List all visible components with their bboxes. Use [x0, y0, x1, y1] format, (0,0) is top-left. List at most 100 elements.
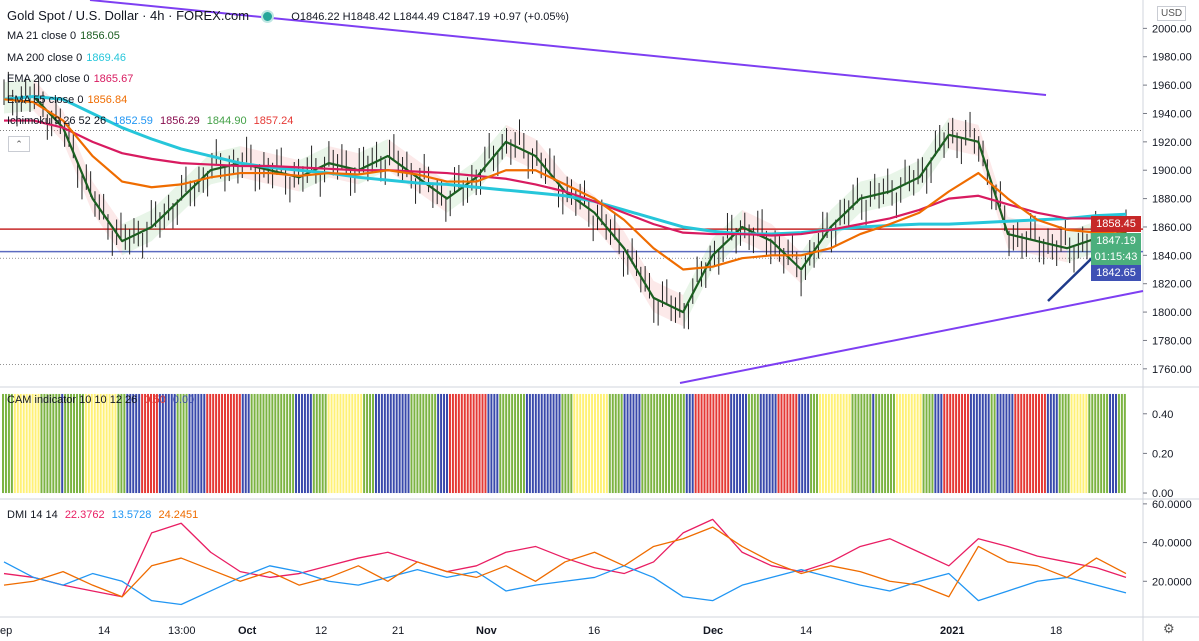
legend-ema55[interactable]: EMA 55 close 0 1856.84 [7, 94, 128, 106]
cam-bar [964, 393, 966, 494]
cam-bar [759, 393, 762, 494]
cam-bar [431, 393, 434, 494]
gear-icon[interactable]: ⚙ [1163, 621, 1175, 636]
cam-bar [638, 393, 641, 494]
cam-bar [919, 393, 922, 494]
cam-bar [697, 393, 700, 494]
cam-bar [469, 393, 472, 494]
cam-bar [736, 393, 739, 494]
x-tick-label: 12 [315, 625, 327, 637]
cam-bar [1097, 393, 1100, 494]
cam-bar [448, 393, 451, 494]
cam-bar [443, 393, 446, 494]
cam-bar [318, 393, 321, 494]
cam-bar [576, 393, 579, 494]
cam-bar [816, 393, 818, 494]
cam-bar [64, 393, 67, 494]
y-tick-label: 20.0000 [1152, 576, 1192, 588]
cam-bar [111, 393, 114, 494]
cam-bar [727, 393, 730, 494]
cam-bar [194, 393, 197, 494]
cam-bar [1100, 393, 1103, 494]
cam-bar [108, 393, 111, 494]
cam-bar [268, 393, 271, 494]
cam-bar [753, 393, 756, 494]
cam-bar [875, 393, 878, 494]
cam-bar [360, 393, 363, 494]
cam-bar [520, 393, 522, 494]
cam-bar [105, 393, 108, 494]
cam-bar [493, 393, 496, 494]
cam-bar [712, 393, 715, 494]
cam-bar [277, 393, 280, 494]
cam-bar [594, 393, 596, 494]
cam-bar [863, 393, 866, 494]
cam-bar [4, 393, 7, 494]
cam-bar [280, 393, 283, 494]
legend-ma21[interactable]: MA 21 close 0 1856.05 [7, 30, 120, 42]
cam-bar [747, 393, 750, 494]
trendline-lower [679, 290, 1144, 384]
cam-bar [768, 393, 771, 494]
legend-cam[interactable]: CAM indicator 10 10 12 26 0.50 0.00 [7, 394, 195, 406]
x-tick-label: 14 [800, 625, 812, 637]
series-line-ema-200-close-0 [4, 119, 1126, 237]
cam-bar [271, 393, 274, 494]
cam-bar [1120, 393, 1123, 494]
cam-bar [644, 393, 647, 494]
cam-bar [164, 393, 167, 494]
cam-bar [203, 393, 206, 494]
legend-dmi[interactable]: DMI 14 14 22.3762 13.5728 24.2451 [7, 509, 199, 521]
cam-bar [327, 393, 330, 494]
dmi-line-e91e63 [3, 518, 1127, 598]
cam-bar [398, 393, 401, 494]
cam-bar [623, 393, 626, 494]
cam-bar [777, 393, 780, 494]
cam-bar [1067, 393, 1070, 494]
cam-bar [1005, 393, 1008, 494]
cam-bar [1103, 393, 1106, 494]
cam-bar [742, 393, 744, 494]
cam-bar [676, 393, 679, 494]
cam-bar [813, 393, 816, 494]
cam-bar [602, 393, 605, 494]
cam-bar [292, 393, 295, 494]
cam-bar [250, 393, 253, 494]
cam-bar [514, 393, 517, 494]
currency-label[interactable]: USD [1157, 6, 1187, 21]
cam-bar [730, 393, 733, 494]
cam-bar [750, 393, 753, 494]
cam-bar [739, 393, 742, 494]
legend-ema200[interactable]: EMA 200 close 0 1865.67 [7, 73, 134, 85]
cam-bar [679, 393, 682, 494]
cam-bar [73, 393, 76, 494]
chart-title: Gold Spot / U.S. Dollar · 4h · FOREX.com… [7, 8, 569, 24]
cam-bar [366, 393, 369, 494]
cam-bar [354, 393, 357, 494]
cam-bar [380, 393, 383, 494]
ohlc-readout: O1846.22 H1848.42 L1844.49 C1847.19 +0.9… [291, 11, 569, 23]
x-tick-label: ep [0, 625, 12, 637]
cam-bar [303, 393, 306, 494]
symbol-title: Gold Spot / U.S. Dollar · 4h · FOREX.com [7, 8, 250, 23]
ichimoku-cloud-segment [1007, 217, 1038, 256]
x-tick-label: 21 [392, 625, 404, 637]
cam-bar [511, 393, 514, 494]
legend-ma200[interactable]: MA 200 close 0 1869.46 [7, 52, 126, 64]
cam-bar [949, 393, 952, 494]
cam-bar [810, 393, 813, 494]
collapse-legend-button[interactable]: ⌃ [8, 136, 30, 152]
cam-bar [321, 393, 324, 494]
cam-bar [718, 393, 721, 494]
cam-bar [733, 393, 736, 494]
legend-ichimoku[interactable]: Ichimoku 9 26 52 26 1852.59 1856.29 1844… [7, 115, 294, 127]
cam-bar [937, 393, 940, 494]
cam-bar [771, 393, 774, 494]
cam-bar [309, 393, 312, 494]
cam-bar [70, 393, 73, 494]
cam-bar [866, 393, 869, 494]
cam-bar [700, 393, 703, 494]
cam-bar [463, 393, 466, 494]
cam-bar [61, 393, 64, 494]
